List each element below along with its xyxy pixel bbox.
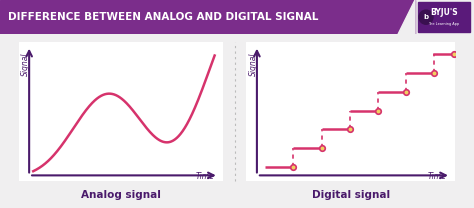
Text: DIFFERENCE BETWEEN ANALOG AND DIGITAL SIGNAL: DIFFERENCE BETWEEN ANALOG AND DIGITAL SI… [8,12,319,22]
Text: BYJU'S: BYJU'S [430,8,458,17]
FancyBboxPatch shape [19,42,223,181]
Circle shape [419,10,433,24]
Text: The Learning App: The Learning App [428,22,460,26]
Text: Time: Time [428,172,447,181]
FancyBboxPatch shape [418,2,470,32]
Text: b: b [423,14,428,20]
Text: Time: Time [196,172,215,181]
FancyBboxPatch shape [0,0,400,34]
Text: Analog signal: Analog signal [81,190,161,200]
Text: Signal: Signal [248,53,257,76]
Text: Digital signal: Digital signal [312,190,390,200]
Polygon shape [398,0,415,34]
FancyBboxPatch shape [246,42,455,181]
Text: Signal: Signal [21,53,30,76]
Polygon shape [398,0,415,34]
